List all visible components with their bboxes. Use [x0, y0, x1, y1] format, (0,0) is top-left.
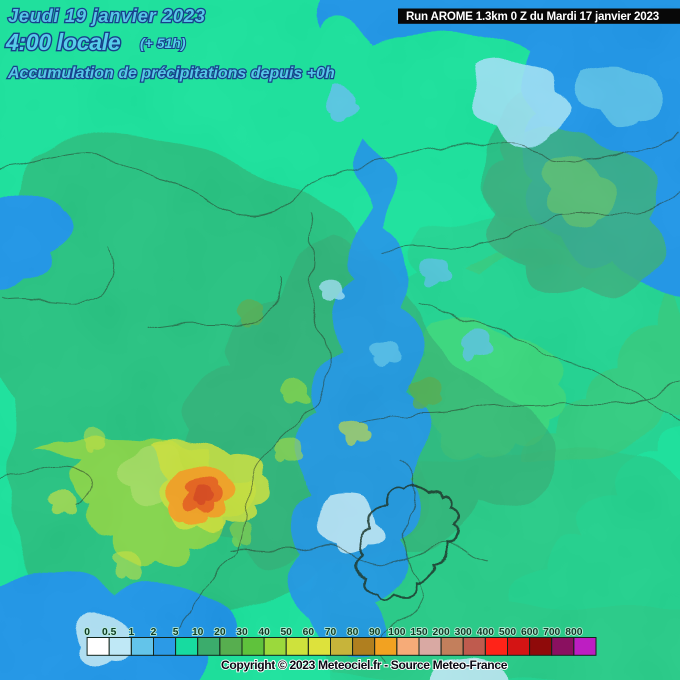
svg-text:90: 90	[369, 627, 381, 638]
svg-text:Copyright © 2023 Meteociel.fr: Copyright © 2023 Meteociel.fr - Source M…	[221, 658, 508, 672]
svg-text:10: 10	[192, 627, 204, 638]
svg-text:1: 1	[129, 627, 135, 638]
svg-text:400: 400	[477, 627, 494, 638]
svg-text:500: 500	[499, 627, 516, 638]
svg-text:Jeudi 19 janvier 2023: Jeudi 19 janvier 2023	[8, 5, 206, 26]
svg-text:0.5: 0.5	[102, 627, 117, 638]
svg-text:Accumulation de précipitations: Accumulation de précipitations depuis +0…	[7, 65, 335, 82]
svg-text:20: 20	[214, 627, 226, 638]
svg-text:80: 80	[347, 627, 359, 638]
svg-text:30: 30	[236, 627, 248, 638]
svg-text:70: 70	[325, 627, 337, 638]
svg-text:40: 40	[258, 627, 270, 638]
svg-text:Run AROME 1.3km 0 Z du Mardi 1: Run AROME 1.3km 0 Z du Mardi 17 janvier …	[406, 10, 660, 23]
svg-text:300: 300	[455, 627, 472, 638]
svg-text:600: 600	[521, 627, 538, 638]
svg-text:5: 5	[173, 627, 179, 638]
svg-text:2: 2	[151, 627, 157, 638]
svg-text:200: 200	[433, 627, 450, 638]
svg-text:150: 150	[410, 627, 427, 638]
svg-text:4:00 locale: 4:00 locale	[5, 29, 121, 55]
svg-text:50: 50	[280, 627, 292, 638]
svg-text:100: 100	[388, 627, 405, 638]
svg-text:(+ 51h): (+ 51h)	[140, 35, 186, 51]
svg-text:700: 700	[543, 627, 560, 638]
svg-text:60: 60	[303, 627, 315, 638]
svg-text:800: 800	[565, 627, 582, 638]
svg-text:0: 0	[84, 627, 90, 638]
